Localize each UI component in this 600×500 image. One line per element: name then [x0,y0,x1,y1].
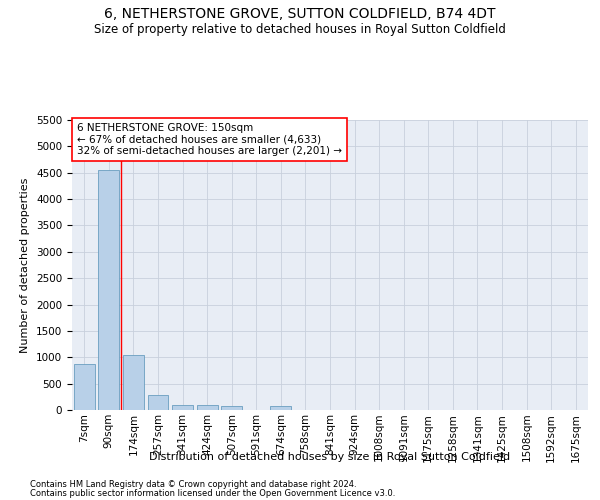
Text: 6, NETHERSTONE GROVE, SUTTON COLDFIELD, B74 4DT: 6, NETHERSTONE GROVE, SUTTON COLDFIELD, … [104,8,496,22]
Text: 6 NETHERSTONE GROVE: 150sqm
← 67% of detached houses are smaller (4,633)
32% of : 6 NETHERSTONE GROVE: 150sqm ← 67% of det… [77,123,342,156]
Text: Contains public sector information licensed under the Open Government Licence v3: Contains public sector information licen… [30,489,395,498]
Bar [98,170,119,410]
Text: Size of property relative to detached houses in Royal Sutton Coldfield: Size of property relative to detached ho… [94,22,506,36]
Bar [197,406,218,410]
Bar [172,404,193,410]
Text: Contains HM Land Registry data © Crown copyright and database right 2024.: Contains HM Land Registry data © Crown c… [30,480,356,489]
Bar [271,406,292,410]
Text: Distribution of detached houses by size in Royal Sutton Coldfield: Distribution of detached houses by size … [149,452,511,462]
Bar [74,364,95,410]
Y-axis label: Number of detached properties: Number of detached properties [20,178,31,352]
Bar [221,406,242,410]
Bar [148,395,169,410]
Bar [123,354,144,410]
